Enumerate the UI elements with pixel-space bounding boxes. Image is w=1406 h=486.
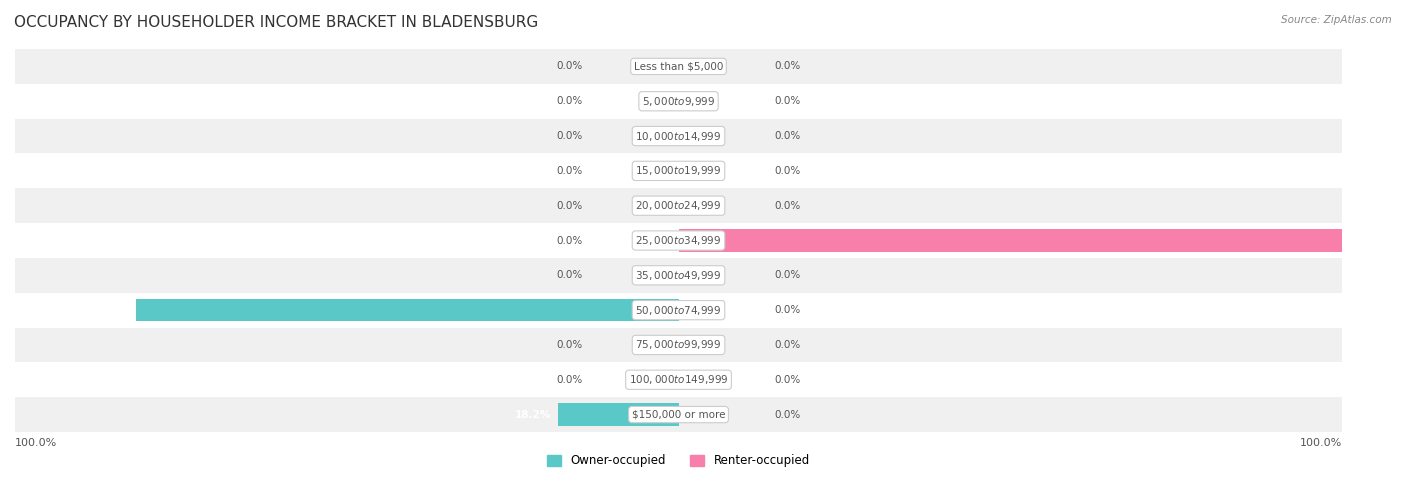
Text: 81.8%: 81.8% bbox=[93, 305, 129, 315]
Bar bbox=[15, 293, 1343, 328]
Bar bbox=[15, 188, 1343, 223]
Text: Source: ZipAtlas.com: Source: ZipAtlas.com bbox=[1281, 15, 1392, 25]
Text: $35,000 to $49,999: $35,000 to $49,999 bbox=[636, 269, 721, 282]
Text: 0.0%: 0.0% bbox=[555, 61, 582, 71]
Text: 0.0%: 0.0% bbox=[775, 131, 801, 141]
Text: $50,000 to $74,999: $50,000 to $74,999 bbox=[636, 304, 721, 317]
Text: 0.0%: 0.0% bbox=[555, 270, 582, 280]
Bar bbox=[15, 49, 1343, 84]
Legend: Owner-occupied, Renter-occupied: Owner-occupied, Renter-occupied bbox=[543, 450, 814, 472]
Text: 0.0%: 0.0% bbox=[775, 201, 801, 211]
Text: $20,000 to $24,999: $20,000 to $24,999 bbox=[636, 199, 721, 212]
Text: 0.0%: 0.0% bbox=[775, 166, 801, 176]
Text: $75,000 to $99,999: $75,000 to $99,999 bbox=[636, 338, 721, 351]
Text: $15,000 to $19,999: $15,000 to $19,999 bbox=[636, 164, 721, 177]
Bar bbox=[679, 229, 1343, 252]
Bar bbox=[15, 397, 1343, 432]
Text: 18.2%: 18.2% bbox=[515, 410, 551, 419]
Text: 0.0%: 0.0% bbox=[555, 166, 582, 176]
Text: 0.0%: 0.0% bbox=[775, 270, 801, 280]
Text: 0.0%: 0.0% bbox=[775, 410, 801, 419]
Bar bbox=[15, 258, 1343, 293]
Text: 0.0%: 0.0% bbox=[555, 96, 582, 106]
Bar bbox=[15, 363, 1343, 397]
Text: OCCUPANCY BY HOUSEHOLDER INCOME BRACKET IN BLADENSBURG: OCCUPANCY BY HOUSEHOLDER INCOME BRACKET … bbox=[14, 15, 538, 30]
Text: 0.0%: 0.0% bbox=[775, 340, 801, 350]
Text: $5,000 to $9,999: $5,000 to $9,999 bbox=[643, 95, 716, 108]
Text: 0.0%: 0.0% bbox=[775, 96, 801, 106]
Text: 0.0%: 0.0% bbox=[555, 131, 582, 141]
Bar bbox=[15, 328, 1343, 363]
Text: $25,000 to $34,999: $25,000 to $34,999 bbox=[636, 234, 721, 247]
Bar bbox=[136, 299, 679, 321]
Text: $10,000 to $14,999: $10,000 to $14,999 bbox=[636, 130, 721, 142]
Bar bbox=[15, 119, 1343, 154]
Text: $150,000 or more: $150,000 or more bbox=[631, 410, 725, 419]
Text: Less than $5,000: Less than $5,000 bbox=[634, 61, 723, 71]
Text: 0.0%: 0.0% bbox=[555, 236, 582, 245]
Text: 100.0%: 100.0% bbox=[15, 438, 58, 448]
Text: $100,000 to $149,999: $100,000 to $149,999 bbox=[628, 373, 728, 386]
Bar bbox=[558, 403, 679, 426]
Text: 100.0%: 100.0% bbox=[1299, 438, 1343, 448]
Bar bbox=[15, 154, 1343, 188]
Text: 0.0%: 0.0% bbox=[555, 201, 582, 211]
Text: 0.0%: 0.0% bbox=[775, 61, 801, 71]
Bar bbox=[15, 84, 1343, 119]
Bar bbox=[15, 223, 1343, 258]
Text: 100.0%: 100.0% bbox=[1348, 236, 1392, 245]
Text: 0.0%: 0.0% bbox=[775, 305, 801, 315]
Text: 0.0%: 0.0% bbox=[555, 340, 582, 350]
Text: 0.0%: 0.0% bbox=[555, 375, 582, 385]
Text: 0.0%: 0.0% bbox=[775, 375, 801, 385]
